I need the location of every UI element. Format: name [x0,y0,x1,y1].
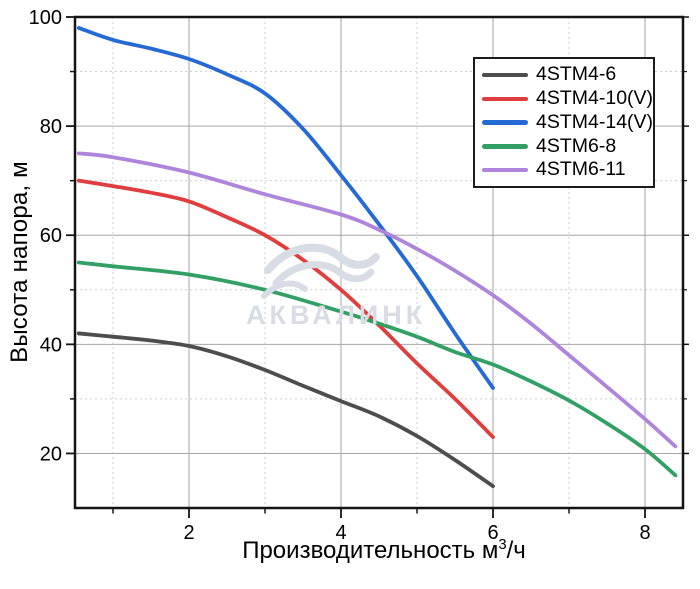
x-tick-label-8: 8 [639,522,650,544]
y-tick-label-100: 100 [29,7,62,29]
x-tick-label-4: 4 [335,522,346,544]
legend-item-4stm4-6: 4STM4-6 [482,65,649,85]
x-tick-label-6: 6 [487,522,498,544]
y-tick-label-40: 40 [40,334,62,356]
x-axis-title-unit: /ч [506,537,526,564]
x-axis-title-superscript: 3 [498,537,507,553]
legend-swatch [482,144,528,149]
y-tick-label-60: 60 [40,225,62,247]
curve-4stm6-8 [76,260,678,478]
legend-swatch [482,167,528,173]
legend-item-4stm4-10-v-: 4STM4-10(V) [482,88,653,109]
legend-label: 4STM4-6 [536,63,617,86]
y-tick-label-20: 20 [40,443,62,465]
x-axis-title-main: Производительность м [242,537,499,564]
legend-swatch [482,96,528,101]
curve-4stm6-11 [76,151,678,449]
plot-frame [73,15,685,510]
legend-swatch [482,120,528,125]
legend-label: 4STM6-8 [536,134,617,157]
x-tick-label-2: 2 [183,522,194,544]
y-axis-title: Высота напора, м [6,161,33,363]
curve-4stm4-6 [76,331,495,489]
legend-label: 4STM4-10(V) [536,87,654,109]
legend-item-4stm6-8: 4STM6-8 [482,134,649,157]
legend: 4STM4-6 4STM4-10(V) 4STM4-14(V) 4STM6-8 4STM… [473,57,655,188]
y-tick-label-80: 80 [40,116,62,138]
legend-label: 4STM6-11 [536,158,626,181]
legend-label: 4STM4-14(V) [536,110,654,133]
legend-item-4stm4-14-v-: 4STM4-14(V) [482,112,653,133]
x-axis-title: Производительность м3/ч [242,537,526,565]
curve-4stm4-14-v- [76,26,495,390]
legend-item-4stm6-11: 4STM6-11 [482,160,649,180]
legend-swatch [482,72,528,78]
